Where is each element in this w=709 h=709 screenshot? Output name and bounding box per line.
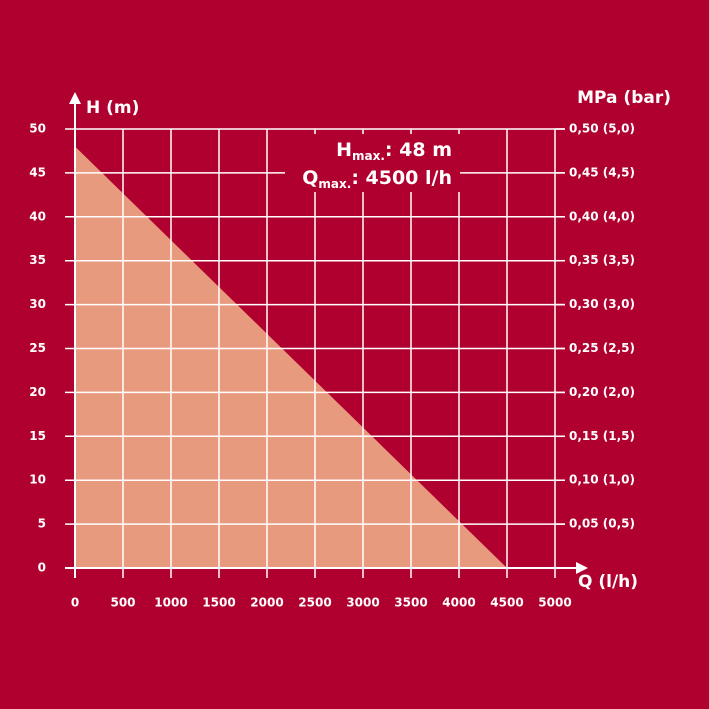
- x-tick-label: 2000: [250, 596, 283, 610]
- y-tick-label: 45: [29, 165, 46, 179]
- y-arrow: [69, 92, 81, 104]
- y2-tick-label: 0,45 (4,5): [569, 165, 635, 179]
- annotation-background: [285, 134, 460, 192]
- y-tick-label: 35: [29, 253, 46, 267]
- annotation-symbol: H: [336, 139, 352, 161]
- y2-axis-label: MPa (bar): [577, 88, 671, 108]
- y-axis-label: H (m): [86, 98, 139, 118]
- y2-tick-label: 0,35 (3,5): [569, 253, 635, 267]
- y-tick-label: 40: [29, 209, 46, 223]
- y2-tick-label: 0,30 (3,0): [569, 297, 635, 311]
- x-tick-label: 4500: [490, 596, 523, 610]
- y-tick-label: 20: [29, 385, 46, 399]
- y2-tick-label: 0,05 (0,5): [569, 517, 635, 531]
- y2-tick-label: 0,40 (4,0): [569, 209, 635, 223]
- x-tick-label: 0: [71, 596, 79, 610]
- y-tick-label: 30: [29, 297, 46, 311]
- y2-tick-label: 0,50 (5,0): [569, 122, 635, 136]
- annotation-value: : 48 m: [385, 139, 452, 161]
- y2-tick-label: 0,25 (2,5): [569, 341, 635, 355]
- x-tick-label: 500: [110, 596, 135, 610]
- x-tick-label: 4000: [442, 596, 475, 610]
- x-tick-label: 3500: [394, 596, 427, 610]
- x-tick-label: 1500: [202, 596, 235, 610]
- annotation-value: : 4500 l/h: [351, 167, 452, 189]
- area: [75, 146, 507, 568]
- y-tick-label: 0: [38, 561, 46, 575]
- y2-tick-label: 0,10 (1,0): [569, 473, 635, 487]
- x-tick-label: 5000: [538, 596, 571, 610]
- y2-tick-label: 0,15 (1,5): [569, 429, 635, 443]
- x-tick-label: 2500: [298, 596, 331, 610]
- x-tick-label: 1000: [154, 596, 187, 610]
- y-tick-label: 50: [29, 122, 46, 136]
- annotation-symbol: Q: [302, 167, 318, 189]
- annotation: Hmax.: 48 m: [336, 139, 452, 163]
- annotation-subscript: max.: [318, 177, 351, 191]
- y2-tick-label: 0,20 (2,0): [569, 385, 635, 399]
- x-tick-label: 3000: [346, 596, 379, 610]
- y-tick-label: 25: [29, 341, 46, 355]
- y-tick-label: 15: [29, 429, 46, 443]
- x-arrow: [576, 562, 588, 574]
- x-axis-label: Q (l/h): [578, 572, 638, 592]
- y-tick-label: 10: [29, 473, 46, 487]
- annotation-subscript: max.: [352, 149, 385, 163]
- annotation: Qmax.: 4500 l/h: [302, 167, 452, 191]
- y-tick-label: 5: [38, 517, 46, 531]
